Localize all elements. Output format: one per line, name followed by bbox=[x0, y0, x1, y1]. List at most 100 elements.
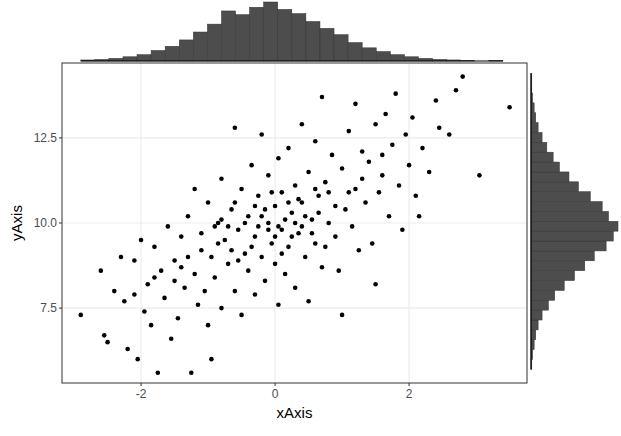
background bbox=[0, 0, 621, 436]
point bbox=[256, 193, 261, 198]
point bbox=[186, 255, 191, 260]
histogram-bar bbox=[376, 52, 390, 61]
point bbox=[263, 207, 268, 212]
tick bbox=[275, 383, 276, 386]
point bbox=[179, 265, 184, 270]
point bbox=[360, 176, 365, 181]
histogram-bar bbox=[531, 300, 548, 310]
point bbox=[407, 163, 412, 168]
histogram-bar bbox=[362, 48, 376, 61]
histogram-bar bbox=[531, 123, 538, 133]
point bbox=[437, 125, 442, 130]
tick bbox=[59, 308, 62, 309]
point bbox=[454, 88, 459, 93]
points bbox=[78, 74, 511, 375]
tick-label: 10.0 bbox=[34, 216, 58, 230]
point bbox=[283, 272, 288, 277]
point bbox=[216, 241, 221, 246]
point bbox=[276, 302, 281, 307]
point bbox=[78, 313, 83, 318]
point bbox=[166, 224, 171, 229]
point bbox=[226, 262, 231, 267]
point bbox=[286, 245, 291, 250]
histogram-bar bbox=[531, 261, 585, 271]
point bbox=[199, 248, 204, 253]
point bbox=[189, 370, 194, 375]
point bbox=[507, 105, 512, 110]
tick-label: 2 bbox=[406, 387, 413, 401]
point bbox=[377, 190, 382, 195]
point bbox=[263, 279, 268, 284]
point bbox=[336, 268, 341, 273]
histogram-bar bbox=[221, 11, 235, 61]
point bbox=[159, 268, 164, 273]
histogram-bar bbox=[348, 43, 362, 61]
tick-label: 7.5 bbox=[40, 301, 57, 315]
point bbox=[182, 285, 187, 290]
point bbox=[326, 190, 331, 195]
point bbox=[286, 146, 291, 151]
point bbox=[125, 347, 130, 352]
point bbox=[273, 234, 278, 239]
point bbox=[249, 245, 254, 250]
point bbox=[460, 74, 465, 79]
point bbox=[290, 210, 295, 215]
histogram-bar bbox=[250, 7, 264, 61]
point bbox=[313, 187, 318, 192]
histogram-bar bbox=[264, 2, 278, 61]
histogram-bar bbox=[531, 271, 575, 281]
point bbox=[296, 231, 301, 236]
histogram-bar bbox=[531, 231, 613, 241]
point bbox=[149, 323, 154, 328]
point bbox=[303, 214, 308, 219]
grid-line bbox=[62, 308, 527, 309]
tick-label: 0 bbox=[272, 387, 279, 401]
point bbox=[387, 214, 392, 219]
histogram-bar bbox=[531, 310, 542, 320]
histogram-bar bbox=[531, 142, 547, 152]
point bbox=[383, 112, 388, 117]
point bbox=[413, 193, 418, 198]
point bbox=[296, 197, 301, 202]
point bbox=[363, 200, 368, 205]
point bbox=[102, 333, 107, 338]
point bbox=[393, 91, 398, 96]
point bbox=[346, 190, 351, 195]
point bbox=[192, 187, 197, 192]
point bbox=[390, 142, 395, 147]
histogram-bar bbox=[531, 192, 590, 202]
point bbox=[477, 173, 482, 178]
point bbox=[246, 214, 251, 219]
point bbox=[290, 234, 295, 239]
histogram-bar bbox=[531, 172, 569, 182]
point bbox=[145, 282, 150, 287]
point bbox=[340, 313, 345, 318]
point bbox=[209, 255, 214, 260]
x-axis-title: xAxis bbox=[277, 404, 313, 421]
point bbox=[253, 204, 258, 209]
point bbox=[417, 214, 422, 219]
histogram-bar bbox=[531, 113, 536, 123]
point bbox=[233, 200, 238, 205]
point bbox=[269, 190, 274, 195]
point bbox=[360, 149, 365, 154]
histogram-bar bbox=[236, 15, 250, 61]
point bbox=[310, 231, 315, 236]
histogram-bar bbox=[531, 281, 564, 291]
panel bbox=[62, 63, 527, 383]
point bbox=[353, 102, 358, 107]
point bbox=[233, 125, 238, 130]
point bbox=[169, 336, 174, 341]
histogram-bar bbox=[320, 28, 334, 61]
point bbox=[229, 248, 234, 253]
point bbox=[330, 153, 335, 158]
point bbox=[303, 255, 308, 260]
right-histogram bbox=[531, 73, 618, 369]
histogram-bar bbox=[531, 152, 553, 162]
tick bbox=[141, 383, 142, 386]
point bbox=[273, 262, 278, 267]
point bbox=[276, 156, 281, 161]
tick bbox=[59, 137, 62, 138]
histogram-bar bbox=[531, 202, 602, 212]
point bbox=[253, 292, 258, 297]
